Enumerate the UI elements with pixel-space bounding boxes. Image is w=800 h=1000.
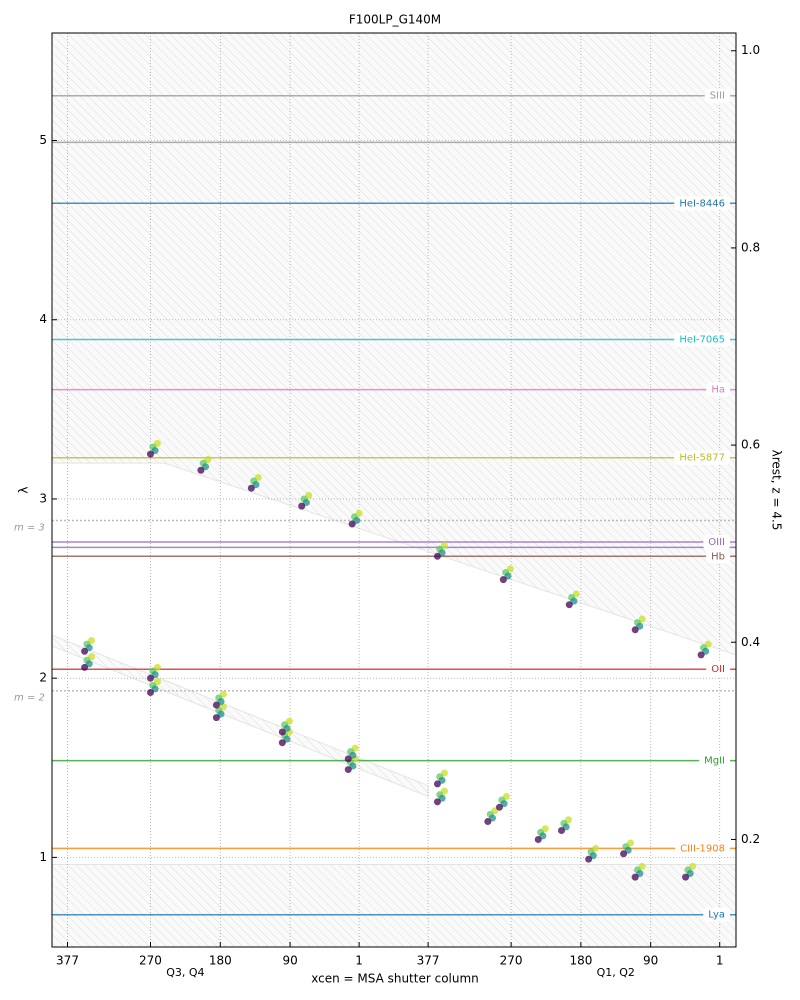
data-point	[278, 739, 286, 747]
y2-tick-label: 1.0	[741, 43, 760, 57]
y2-tick-label: 0.6	[741, 438, 760, 452]
emission-line-label: CIII-1908	[680, 843, 725, 854]
y2-tick-label: 0.2	[741, 832, 760, 846]
data-point	[631, 873, 639, 881]
label-background	[706, 382, 730, 397]
emission-line-label: SIII	[710, 91, 725, 102]
data-point	[247, 484, 255, 492]
x-tick-label: 180	[209, 954, 232, 968]
data-point	[565, 601, 573, 609]
data-point	[433, 552, 441, 560]
data-point	[344, 766, 352, 774]
excluded-region	[52, 634, 429, 798]
y2-tick-label: 0.4	[741, 635, 760, 649]
data-point	[212, 701, 220, 709]
order-label: m = 2	[14, 693, 45, 704]
x-group-label: Q1, Q2	[597, 966, 635, 979]
data-point	[146, 450, 154, 458]
x-tick-label: 377	[56, 954, 79, 968]
x-tick-label: 90	[282, 954, 297, 968]
y2-tick-label: 0.8	[741, 240, 760, 254]
data-point	[146, 674, 154, 682]
x-tick-label: 1	[355, 954, 363, 968]
x-group-label: Q3, Q4	[166, 966, 204, 979]
data-point	[558, 827, 566, 835]
y-tick-label: 1	[39, 850, 47, 864]
data-point	[682, 873, 690, 881]
emission-line-label: OIII	[708, 537, 725, 548]
label-background	[674, 332, 730, 347]
data-point	[499, 576, 507, 584]
data-point	[484, 818, 492, 826]
data-point	[433, 798, 441, 806]
label-background	[706, 549, 730, 564]
x-tick-label: 270	[500, 954, 523, 968]
x-axis-label: xcen = MSA shutter column	[311, 972, 479, 986]
emission-line-label: MgII	[704, 756, 725, 767]
label-background	[674, 196, 730, 211]
y2-axis-label: λrest, z = 4.5	[770, 450, 784, 531]
label-background	[699, 753, 730, 768]
excluded-region	[52, 33, 736, 656]
emission-line-label: HeI-5877	[679, 453, 725, 464]
data-point	[631, 626, 639, 634]
x-tick-label: 377	[417, 954, 440, 968]
data-point	[212, 714, 220, 722]
plot-area	[52, 33, 736, 947]
data-point	[697, 651, 705, 659]
x-tick-label: 270	[139, 954, 162, 968]
plot-frame	[51, 32, 737, 948]
y-tick-label: 4	[39, 312, 47, 326]
emission-line-label: OII	[711, 664, 725, 675]
data-point	[81, 647, 89, 655]
data-point	[197, 466, 205, 474]
data-point	[278, 728, 286, 736]
data-point	[620, 850, 628, 858]
x-tick-label: 90	[643, 954, 658, 968]
label-background	[674, 450, 730, 465]
y-tick-label: 5	[39, 133, 47, 147]
data-point	[534, 835, 542, 843]
emission-line-label: HeI-8446	[679, 198, 725, 209]
emission-line-label: HeI-7065	[679, 334, 725, 345]
data-point	[585, 855, 593, 863]
data-point	[298, 502, 306, 510]
emission-line-label: Lya	[708, 910, 725, 921]
x-tick-label: 1	[716, 954, 724, 968]
y-tick-label: 2	[39, 671, 47, 685]
emission-line-label: Ha	[711, 385, 725, 396]
label-background	[703, 907, 730, 922]
data-point	[433, 780, 441, 788]
data-point	[146, 689, 154, 697]
x-tick-label: 180	[569, 954, 592, 968]
data-point	[348, 520, 356, 528]
data-point	[495, 803, 503, 811]
data-point	[81, 663, 89, 671]
data-point	[344, 755, 352, 763]
chart-title: F100LP_G140M	[349, 13, 441, 27]
label-background	[675, 841, 730, 856]
label-background	[704, 88, 730, 103]
label-background	[703, 534, 730, 549]
y-tick-label: 3	[39, 491, 47, 505]
axes: m = 3 m = 2 SIII HeI-8446 HeI-7065 Ha HeI-5877…	[14, 32, 760, 979]
y-axis-label: λ	[17, 486, 31, 493]
emission-line-label: Hb	[711, 551, 725, 562]
order-label: m = 3	[14, 522, 45, 533]
excluded-region	[52, 864, 736, 947]
label-background	[706, 662, 730, 677]
